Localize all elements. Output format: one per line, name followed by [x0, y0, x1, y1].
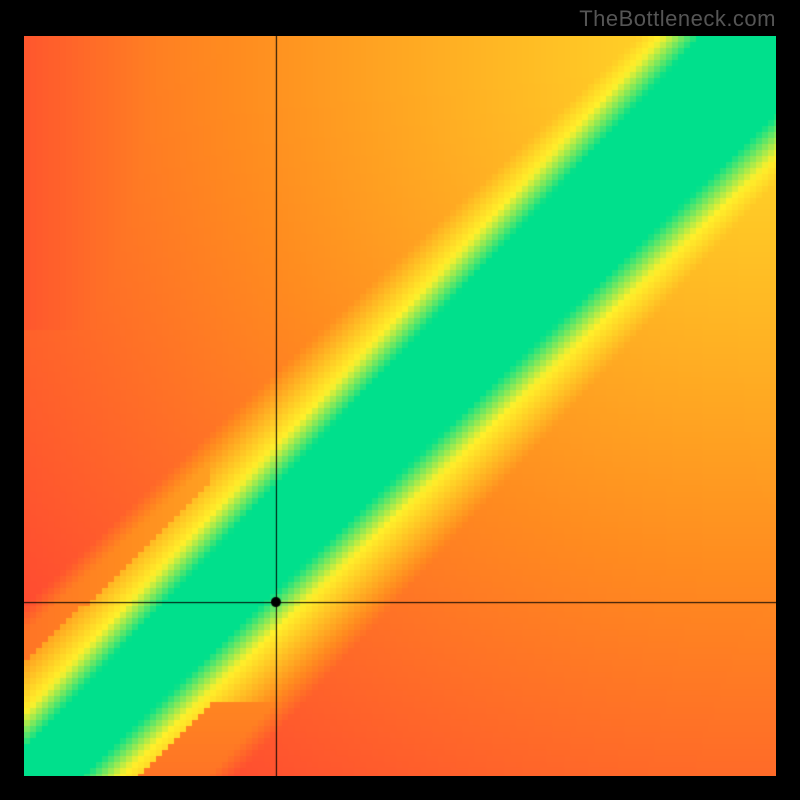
bottleneck-heatmap [24, 36, 776, 776]
chart-container: TheBottleneck.com [0, 0, 800, 800]
watermark-label: TheBottleneck.com [579, 6, 776, 32]
